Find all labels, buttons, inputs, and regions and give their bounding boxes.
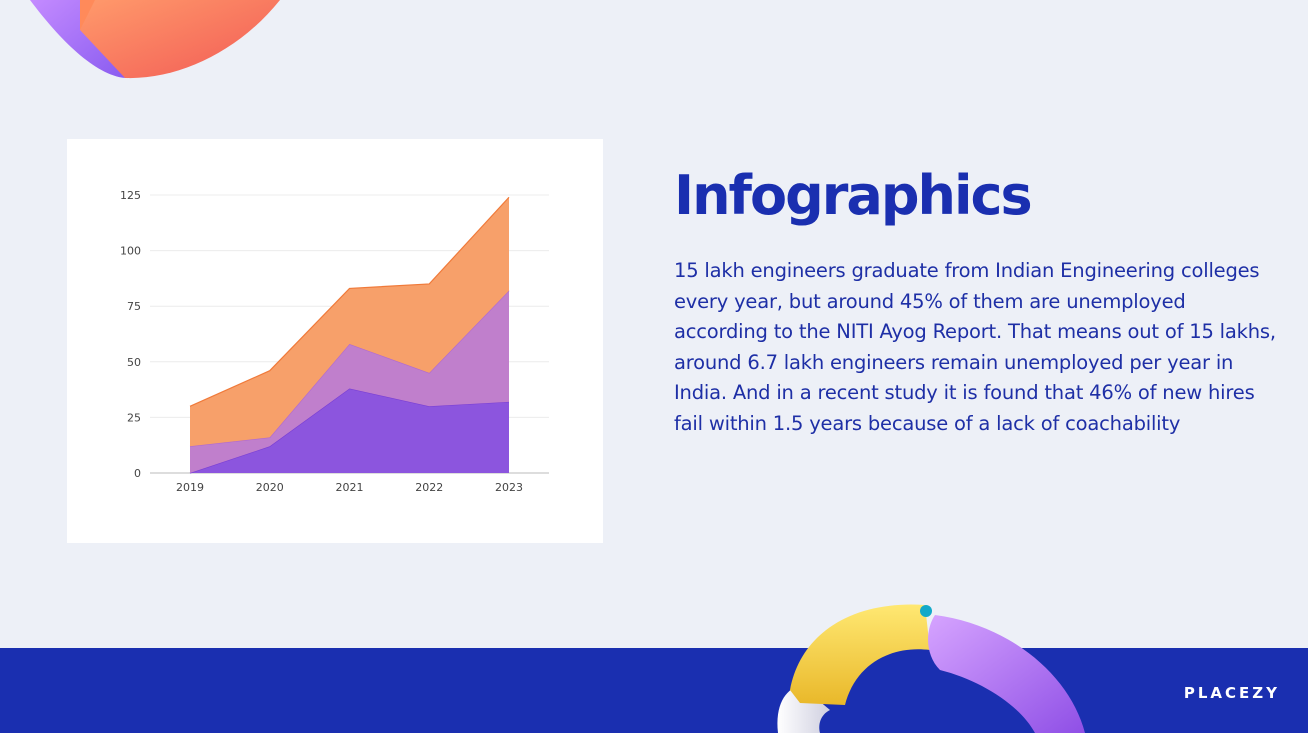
page-title: Infographics: [674, 164, 1033, 227]
area-series-3-line: [189, 196, 510, 407]
x-tick-label: 2019: [176, 481, 204, 494]
y-tick-label: 100: [120, 245, 141, 258]
x-tick-label: 2020: [256, 481, 284, 494]
footer-band: [0, 648, 1308, 733]
x-tick-label: 2023: [495, 481, 523, 494]
pie-3d-decoration: [30, 0, 280, 79]
area-chart: 0 25 50 75 100 125 2019 2020 2021 2022 2023: [120, 189, 549, 494]
ring-3d-decoration: [777, 604, 1085, 733]
x-tick-label: 2021: [336, 481, 364, 494]
brand-logo-text: PLACEZY: [1183, 684, 1280, 702]
area-chart-card: 0 25 50 75 100 125 2019 2020 2021 2022 2023: [67, 139, 603, 543]
teal-dot: [920, 605, 932, 617]
area-series-3: [190, 197, 509, 447]
y-tick-label: 25: [127, 411, 141, 424]
area-series-2: [190, 290, 509, 473]
x-tick-label: 2022: [415, 481, 443, 494]
y-tick-label: 50: [127, 356, 141, 369]
area-series-1: [190, 388, 509, 473]
y-tick-label: 75: [127, 300, 141, 313]
y-tick-label: 0: [134, 467, 141, 480]
y-tick-label: 125: [120, 189, 141, 202]
body-paragraph: 15 lakh engineers graduate from Indian E…: [674, 259, 1276, 435]
